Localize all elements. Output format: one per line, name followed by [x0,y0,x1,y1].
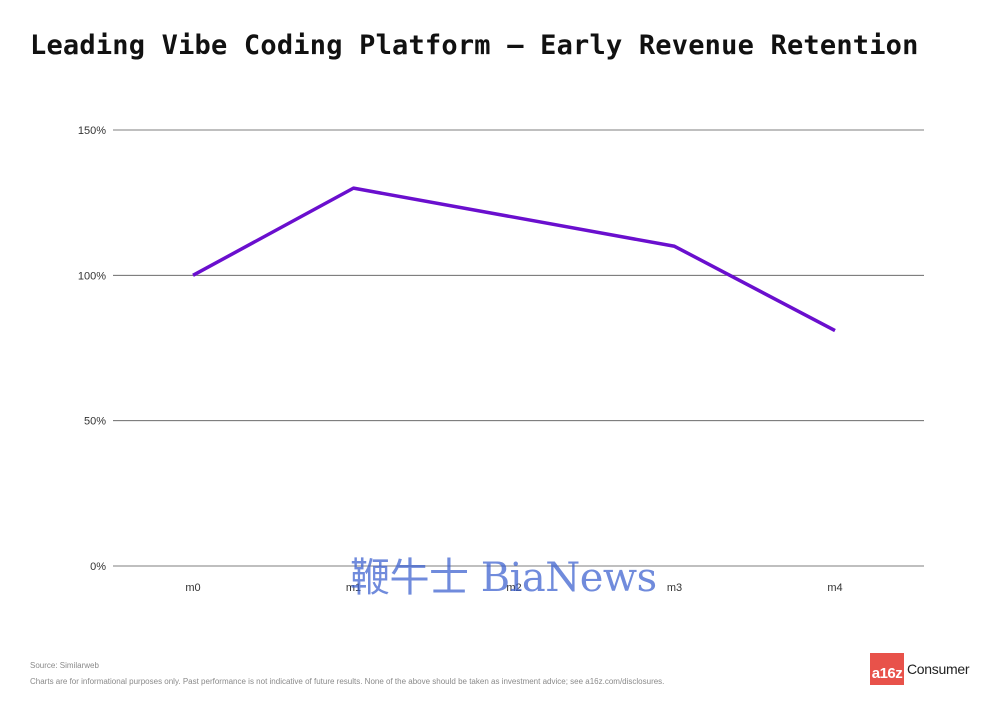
watermark: 鞭牛士 BiaNews [350,555,657,601]
chart-title: Leading Vibe Coding Platform – Early Rev… [30,30,919,61]
disclaimer-note: Charts are for informational purposes on… [30,677,665,686]
source-note: Source: Similarweb [30,661,99,670]
y-tick-label: 50% [84,416,106,428]
a16z-logo-mark: a16z [870,653,904,685]
y-tick-label: 100% [78,270,106,282]
x-tick-label: m0 [185,582,200,594]
x-tick-label: m2 [506,582,521,594]
x-tick-label: m3 [667,582,682,594]
y-tick-label: 0% [90,561,106,573]
y-tick-label: 150% [78,125,106,137]
x-tick-label: m4 [827,582,842,594]
series-line [192,186,836,333]
a16z-consumer-logo: a16z Consumer [870,653,969,685]
x-tick-label: m1 [346,582,361,594]
logo-text: Consumer [907,661,970,677]
